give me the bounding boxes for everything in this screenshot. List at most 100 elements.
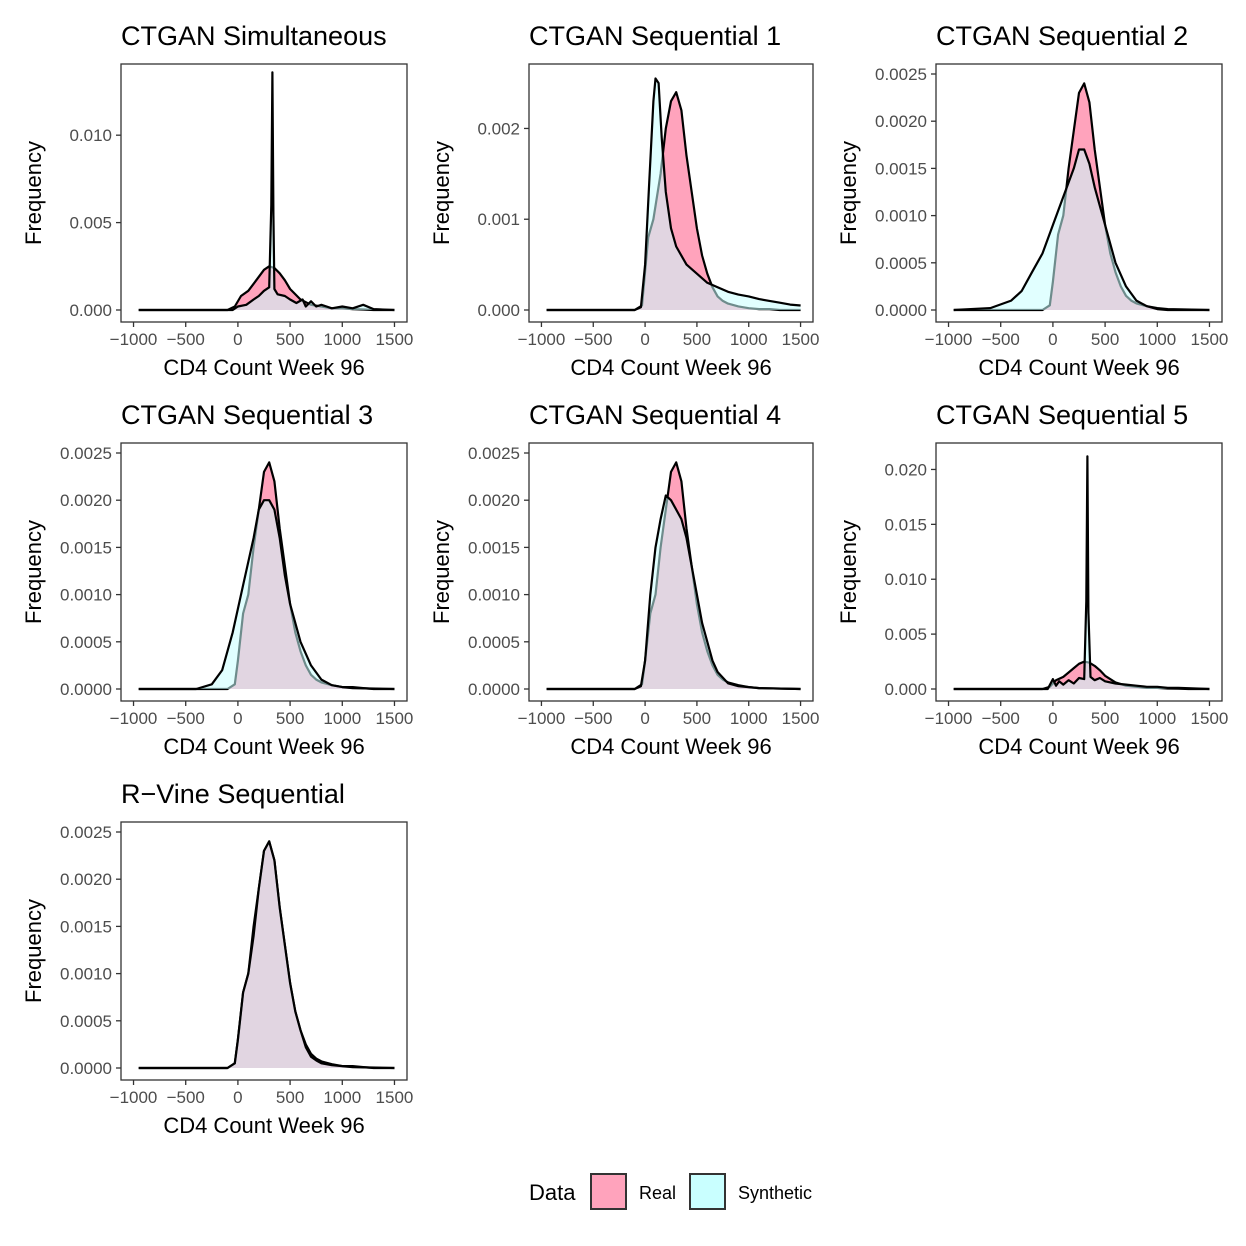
y-tick-label: 0.0005 xyxy=(60,633,112,652)
x-tick-label: 0 xyxy=(233,709,242,728)
density-area-synthetic xyxy=(546,78,801,310)
panels: CTGAN Simultaneous Frequency CD4 Count Wee… xyxy=(21,21,1228,1138)
y-tick-label: 0.0005 xyxy=(60,1012,112,1031)
y-axis-title: Frequency xyxy=(429,520,454,624)
x-tick-label: 1000 xyxy=(730,330,768,349)
x-tick-label: 0 xyxy=(233,1088,242,1107)
density-line-synthetic xyxy=(138,499,395,691)
y-tick-label: 0.0015 xyxy=(875,159,927,178)
legend-key-synthetic xyxy=(689,1173,726,1210)
x-tick-label: 1500 xyxy=(782,330,820,349)
x-tick-label: 1500 xyxy=(376,709,414,728)
y-axis-title: Frequency xyxy=(836,141,861,245)
x-tick-label: −500 xyxy=(574,709,612,728)
x-tick-label: 0 xyxy=(640,330,649,349)
y-tick-label: 0.0000 xyxy=(60,680,112,699)
legend-title: Data xyxy=(529,1180,576,1205)
y-tick-label: 0.0000 xyxy=(875,301,927,320)
plot-area xyxy=(953,82,1210,312)
x-tick-label: −1000 xyxy=(925,330,973,349)
plot-area xyxy=(953,455,1210,691)
y-tick-label: 0.010 xyxy=(884,570,927,589)
x-axis-title: CD4 Count Week 96 xyxy=(163,355,364,380)
y-tick-label: 0.0015 xyxy=(60,917,112,936)
density-line-synthetic xyxy=(546,494,801,691)
legend-key-real xyxy=(590,1173,627,1210)
x-axis-title: CD4 Count Week 96 xyxy=(978,734,1179,759)
density-area-synthetic xyxy=(546,495,801,689)
density-line-synthetic xyxy=(138,71,395,312)
panel-title: CTGAN Sequential 5 xyxy=(936,400,1188,430)
x-tick-label: 1000 xyxy=(323,709,361,728)
panel-border xyxy=(528,442,814,702)
density-area-synthetic xyxy=(138,500,395,689)
x-tick-label: 500 xyxy=(276,709,304,728)
x-axis-title: CD4 Count Week 96 xyxy=(570,355,771,380)
panel-title: CTGAN Sequential 1 xyxy=(529,21,781,51)
x-tick-label: −500 xyxy=(167,330,205,349)
y-tick-label: 0.0020 xyxy=(468,491,520,510)
y-tick-label: 0.000 xyxy=(69,301,112,320)
y-tick-label: 0.005 xyxy=(69,214,112,233)
panel-border xyxy=(120,63,408,323)
panel-border xyxy=(935,63,1223,323)
density-area-synthetic xyxy=(138,841,395,1068)
panel-title: CTGAN Sequential 2 xyxy=(936,21,1188,51)
density-area-synthetic xyxy=(953,149,1210,310)
y-tick-label: 0.0000 xyxy=(468,680,520,699)
y-tick-label: 0.020 xyxy=(884,460,927,479)
y-tick-label: 0.0010 xyxy=(60,965,112,984)
x-tick-label: 500 xyxy=(1091,330,1119,349)
y-axis-title: Frequency xyxy=(21,520,46,624)
x-tick-label: −1000 xyxy=(925,709,973,728)
x-axis-title: CD4 Count Week 96 xyxy=(163,734,364,759)
y-tick-label: 0.0015 xyxy=(60,538,112,557)
panel-title: CTGAN Sequential 4 xyxy=(529,400,781,430)
x-tick-label: 500 xyxy=(276,330,304,349)
x-tick-label: −500 xyxy=(982,330,1020,349)
panel-border xyxy=(120,821,408,1081)
legend-label-real: Real xyxy=(639,1183,676,1203)
density-area-real xyxy=(953,661,1210,689)
y-tick-label: 0.0020 xyxy=(60,491,112,510)
y-tick-label: 0.0025 xyxy=(60,444,112,463)
y-axis-title: Frequency xyxy=(21,899,46,1003)
panel-title: CTGAN Simultaneous xyxy=(121,21,387,51)
y-tick-label: 0.000 xyxy=(884,680,927,699)
x-tick-label: −500 xyxy=(982,709,1020,728)
panel-5: CTGAN Sequential 4 Frequency CD4 Count Wee… xyxy=(429,400,819,759)
plot-area xyxy=(138,461,395,691)
panel-title: CTGAN Sequential 3 xyxy=(121,400,373,430)
y-tick-label: 0.005 xyxy=(884,625,927,644)
x-tick-label: 1000 xyxy=(1138,330,1176,349)
x-tick-label: 1000 xyxy=(323,1088,361,1107)
y-tick-label: 0.0025 xyxy=(468,444,520,463)
y-tick-label: 0.0015 xyxy=(468,538,520,557)
x-tick-label: 1500 xyxy=(1191,330,1229,349)
y-tick-label: 0.001 xyxy=(477,210,520,229)
x-tick-label: −1000 xyxy=(110,330,158,349)
y-axis-title: Frequency xyxy=(21,141,46,245)
legend: Data Real Synthetic xyxy=(529,1173,812,1210)
x-tick-label: 1000 xyxy=(323,330,361,349)
panel-1: CTGAN Simultaneous Frequency CD4 Count Wee… xyxy=(21,21,413,380)
x-tick-label: 1000 xyxy=(1138,709,1176,728)
plot-area xyxy=(138,71,395,312)
x-tick-label: 0 xyxy=(640,709,649,728)
y-tick-label: 0.015 xyxy=(884,515,927,534)
y-tick-label: 0.010 xyxy=(69,126,112,145)
y-tick-label: 0.0005 xyxy=(468,633,520,652)
y-axis-title: Frequency xyxy=(429,141,454,245)
density-line-synthetic xyxy=(953,455,1210,691)
y-tick-label: 0.0000 xyxy=(60,1059,112,1078)
x-tick-label: 1500 xyxy=(376,330,414,349)
x-tick-label: 0 xyxy=(233,330,242,349)
panel-border xyxy=(528,63,814,323)
panel-border xyxy=(120,442,408,702)
plot-area xyxy=(546,461,801,691)
x-tick-label: 1500 xyxy=(782,709,820,728)
x-tick-label: 500 xyxy=(683,709,711,728)
legend-label-synthetic: Synthetic xyxy=(738,1183,812,1203)
panel-4: CTGAN Sequential 3 Frequency CD4 Count Wee… xyxy=(21,400,413,759)
x-tick-label: −1000 xyxy=(110,1088,158,1107)
